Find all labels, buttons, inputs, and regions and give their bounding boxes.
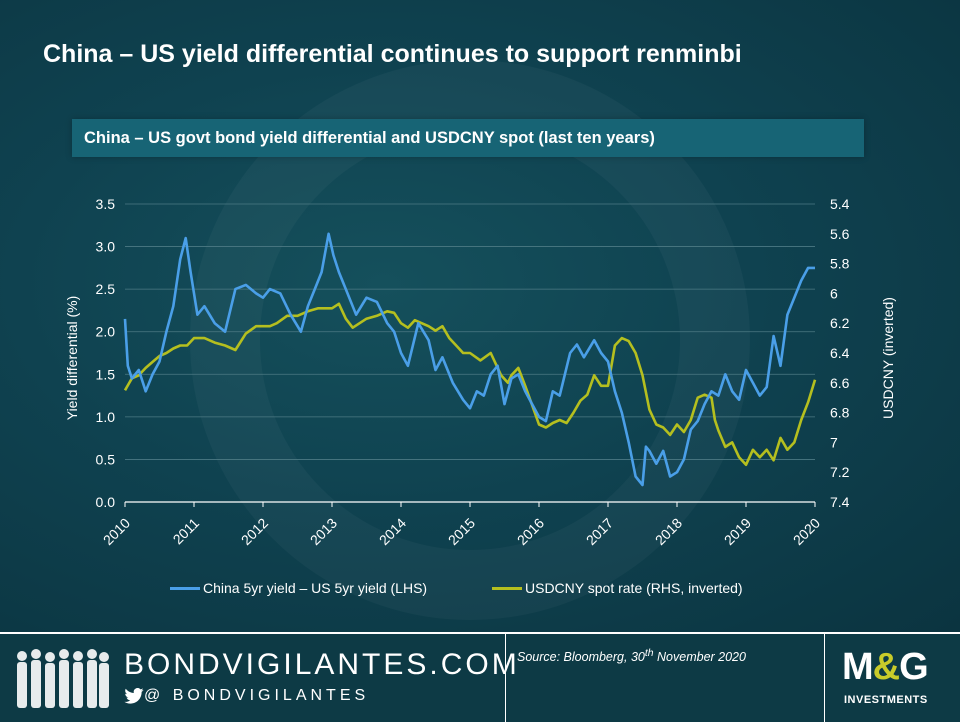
source-text-tail: November 2020 bbox=[653, 650, 746, 665]
legend-label-usdcny: USDCNY spot rate (RHS, inverted) bbox=[525, 580, 743, 596]
chart-title-bar: China – US govt bond yield differential … bbox=[72, 119, 864, 157]
mg-logo-m: M bbox=[842, 646, 874, 688]
y2-tick-label: 6.2 bbox=[830, 315, 850, 331]
series-lines bbox=[123, 232, 817, 487]
y2-tick-label: 5.8 bbox=[830, 256, 850, 272]
y2-tick-label: 6.6 bbox=[830, 375, 850, 391]
y2-tick-label: 6.8 bbox=[830, 405, 850, 421]
right-axis-label: USDCNY (inverted) bbox=[880, 297, 896, 419]
x-axis-ticks: 2010 2011 2012 2013 2014 2015 2016 2017 2018 2019… bbox=[100, 502, 823, 548]
y-tick-label: 2.5 bbox=[96, 281, 116, 297]
y-tick-label: 1.5 bbox=[96, 366, 116, 382]
x-tick-label: 2017 bbox=[583, 515, 616, 548]
source-note: Source: Bloomberg, 30th November 2020 bbox=[517, 648, 746, 664]
legend-swatch-yield bbox=[170, 586, 200, 590]
crowd-logo-icon bbox=[17, 649, 109, 708]
mg-logo-g: G bbox=[899, 646, 929, 688]
footer-divider-2 bbox=[824, 634, 825, 722]
x-tick-label: 2016 bbox=[514, 515, 547, 548]
x-tick-label: 2010 bbox=[100, 515, 133, 548]
source-text: Source: Bloomberg, 30 bbox=[517, 650, 645, 665]
mg-logo-text: M&G bbox=[842, 646, 929, 689]
y-tick-label: 0.0 bbox=[96, 494, 116, 510]
x-tick-label: 2018 bbox=[652, 515, 685, 548]
legend-label-yield: China 5yr yield – US 5yr yield (LHS) bbox=[203, 580, 428, 596]
y-tick-label: 3.5 bbox=[96, 196, 116, 212]
series-line-yield-differential bbox=[123, 232, 815, 487]
y2-tick-label: 7.4 bbox=[830, 494, 850, 510]
legend-item-usdcny: USDCNY spot rate (RHS, inverted) bbox=[492, 580, 743, 596]
site-name[interactable]: BONDVIGILANTES.COM bbox=[124, 648, 520, 681]
x-tick-label: 2019 bbox=[721, 515, 754, 548]
legend-swatch-usdcny bbox=[492, 586, 522, 590]
twitter-handle[interactable]: @ BONDVIGILANTES bbox=[124, 687, 369, 705]
twitter-handle-text: @ BONDVIGILANTES bbox=[144, 687, 370, 704]
x-tick-label: 2011 bbox=[170, 515, 203, 548]
y2-tick-label: 5.4 bbox=[830, 196, 850, 212]
mg-logo-ampersand: & bbox=[872, 646, 900, 688]
series-line-usdcny bbox=[123, 302, 817, 467]
y2-tick-label: 6.4 bbox=[830, 345, 850, 361]
footer: BONDVIGILANTES.COM @ BONDVIGILANTES Sour… bbox=[0, 632, 960, 722]
chart-background bbox=[0, 0, 960, 632]
mg-investments-logo: M&G INVESTMENTS bbox=[836, 640, 954, 718]
x-tick-label: 2020 bbox=[790, 515, 823, 548]
y-tick-label: 1.0 bbox=[96, 409, 116, 425]
source-superscript: th bbox=[644, 648, 654, 659]
x-tick-label: 2015 bbox=[445, 515, 478, 548]
left-axis-label: Yield differential (%) bbox=[64, 296, 80, 421]
y2-tick-label: 6 bbox=[830, 285, 838, 301]
y2-tick-label: 5.6 bbox=[830, 226, 850, 242]
y-tick-label: 0.5 bbox=[96, 451, 116, 467]
mg-logo-subtitle: INVESTMENTS bbox=[844, 694, 928, 706]
y-tick-label: 3.0 bbox=[96, 239, 116, 255]
legend-item-yield: China 5yr yield – US 5yr yield (LHS) bbox=[170, 580, 427, 596]
y2-tick-label: 7 bbox=[830, 434, 838, 450]
right-axis-ticks: 5.4 5.6 5.8 6 6.2 6.4 6.6 6.8 7 7.2 7.4 bbox=[830, 196, 850, 510]
line-chart: 0.0 0.5 1.0 1.5 2.0 2.5 3.0 3.5 5.4 5.6 5.8 6 6.2 6.… bbox=[64, 196, 896, 548]
x-tick-label: 2014 bbox=[376, 515, 409, 548]
twitter-bird-icon bbox=[124, 688, 144, 704]
footer-divider bbox=[505, 634, 506, 722]
left-axis-ticks: 0.0 0.5 1.0 1.5 2.0 2.5 3.0 3.5 bbox=[96, 196, 116, 510]
x-tick-label: 2013 bbox=[307, 515, 340, 548]
chart-title: China – US govt bond yield differential … bbox=[84, 129, 655, 147]
y2-tick-label: 7.2 bbox=[830, 464, 850, 480]
x-tick-label: 2012 bbox=[238, 515, 271, 548]
y-tick-label: 2.0 bbox=[96, 324, 116, 340]
page-title: China – US yield differential continues … bbox=[43, 40, 742, 68]
